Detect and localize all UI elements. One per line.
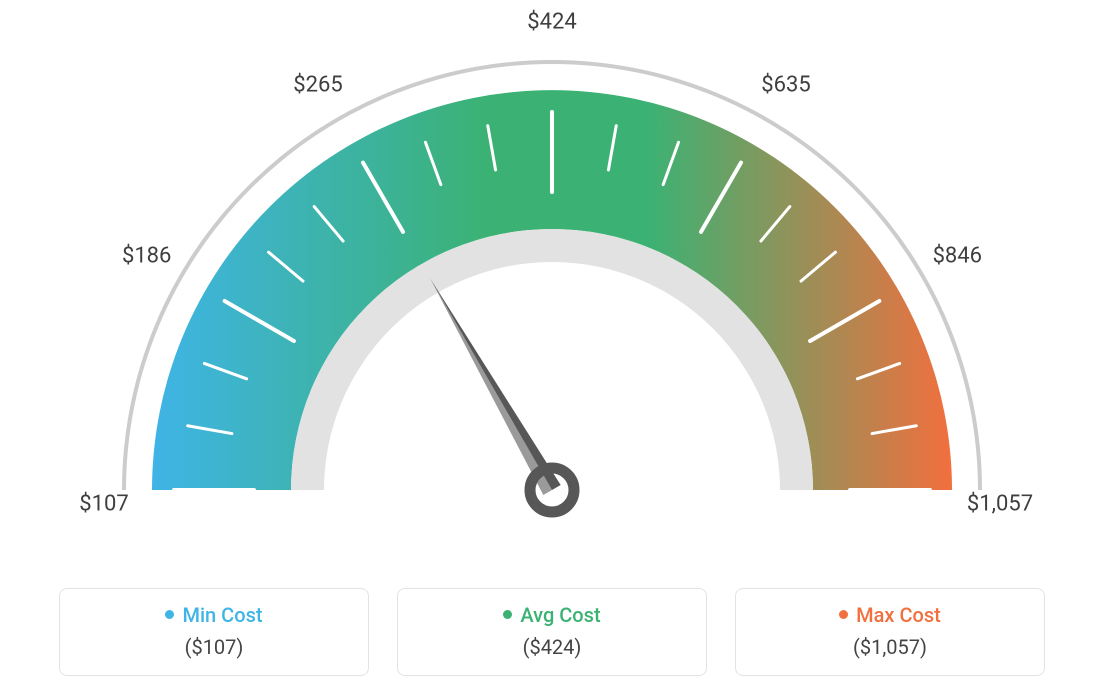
gauge-tick-label: $186	[122, 244, 171, 269]
gauge-tick-label: $846	[933, 244, 982, 269]
avg-dot-icon	[503, 610, 512, 619]
gauge-tick-label: $107	[79, 492, 128, 517]
legend-card-avg: Avg Cost ($424)	[397, 588, 707, 676]
gauge-tick-label: $1,057	[967, 492, 1033, 517]
legend-card-min: Min Cost ($107)	[59, 588, 369, 676]
legend-card-max: Max Cost ($1,057)	[735, 588, 1045, 676]
gauge-tick-label: $424	[527, 10, 576, 35]
gauge-tick-label: $265	[293, 72, 342, 97]
gauge-tick-label: $635	[761, 72, 810, 97]
gauge-chart: $107 $186 $265 $424 $635 $846 $1,057	[0, 0, 1104, 540]
legend-row: Min Cost ($107) Avg Cost ($424) Max Cost…	[0, 588, 1104, 676]
legend-avg-value: ($424)	[408, 635, 696, 659]
min-dot-icon	[165, 610, 174, 619]
legend-avg-label: Avg Cost	[520, 603, 600, 627]
legend-max-label: Max Cost	[856, 603, 941, 627]
legend-min-value: ($107)	[70, 635, 358, 659]
legend-max-value: ($1,057)	[746, 635, 1034, 659]
max-dot-icon	[839, 610, 848, 619]
gauge-svg	[0, 0, 1104, 540]
legend-min-label: Min Cost	[182, 603, 262, 627]
